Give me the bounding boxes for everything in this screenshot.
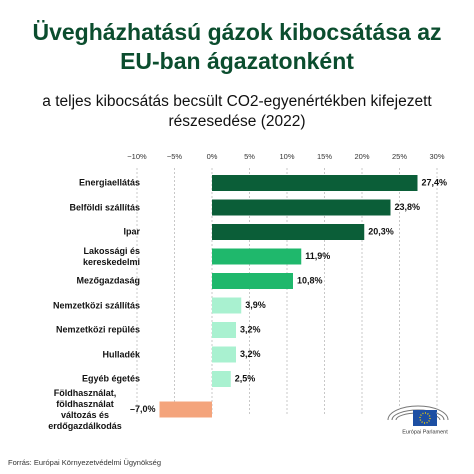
category-label: Energiaellátás xyxy=(78,177,140,188)
x-tick-label: 25% xyxy=(392,152,407,161)
category-label: Egyéb égetés xyxy=(81,373,140,384)
category-label: Nemzetközi szállítás xyxy=(52,300,140,310)
value-label: 11,9% xyxy=(305,251,330,261)
logo-text: Európai Parlament xyxy=(402,429,448,435)
bar xyxy=(212,371,231,387)
value-label: 27,4% xyxy=(422,177,448,187)
x-tick-label: 30% xyxy=(429,152,444,161)
value-label: 3,2% xyxy=(240,349,261,359)
x-tick-label: 20% xyxy=(354,152,369,161)
chart-subtitle: a teljes kibocsátás becsült CO2-egyenért… xyxy=(42,93,432,130)
category-label: Belföldi szállítás xyxy=(69,202,140,212)
category-label: Ipar xyxy=(123,226,140,237)
bar xyxy=(212,273,293,289)
bar xyxy=(212,248,302,265)
bar xyxy=(212,322,236,338)
value-label: 10,8% xyxy=(297,275,323,285)
x-tick-label: 0% xyxy=(207,152,218,161)
category-label: Mezőgazdaság xyxy=(76,275,140,286)
bar xyxy=(212,297,242,314)
bar xyxy=(212,346,236,363)
chart-title: Üvegházhatású gázok kibocsátása az EU-ba… xyxy=(32,19,442,74)
category-label: Hulladék xyxy=(102,349,140,359)
x-tick-label: 5% xyxy=(244,152,255,161)
x-tick-label: −10% xyxy=(127,152,147,161)
bar xyxy=(212,175,418,191)
x-tick-label: 10% xyxy=(279,152,294,161)
category-label: Nemzetközi repülés xyxy=(55,324,140,335)
x-tick-label: −5% xyxy=(167,152,183,161)
x-tick-label: 15% xyxy=(317,152,332,161)
value-label: 2,5% xyxy=(235,373,256,383)
category-label: Lakossági és kereskedelmi xyxy=(82,245,140,267)
value-label: 23,8% xyxy=(395,202,421,212)
bar xyxy=(159,401,212,418)
category-label: Földhasználat, földhasználat változás és… xyxy=(48,387,122,431)
logo: Európai Parlament xyxy=(387,405,449,435)
value-label: –7,0% xyxy=(130,404,156,414)
value-label: 20,3% xyxy=(368,226,394,236)
source: Forrás: Európai Környezetvédelmi Ügynöks… xyxy=(8,458,161,467)
value-label: 3,9% xyxy=(245,300,266,310)
bar xyxy=(212,199,391,216)
bar xyxy=(212,224,365,240)
value-label: 3,2% xyxy=(240,324,261,334)
